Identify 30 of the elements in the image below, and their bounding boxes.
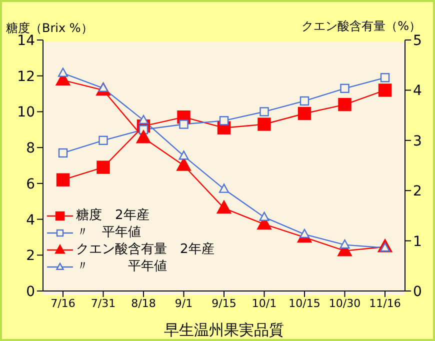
y2-tick-label: 0 [413, 284, 422, 300]
x-tick-label: 11/16 [369, 296, 401, 310]
y-tick-label: 2 [26, 248, 35, 264]
y-tick-label: 12 [17, 68, 35, 85]
y2-tick-label: 2 [413, 184, 422, 200]
y-tick-label: 10 [17, 104, 35, 121]
y-tick-label: 6 [26, 176, 36, 192]
y2-tick-label: 1 [413, 234, 422, 250]
x-axis-title: 早生温州果実品質 [164, 321, 284, 339]
y-tick-label: 4 [26, 212, 36, 228]
x-tick-label: 10/1 [252, 296, 277, 310]
legend-label: 〃 平年値 [76, 258, 167, 275]
legend-label: 糖度 2年産 [76, 207, 150, 224]
y2-axis-title: クエン酸含有量（%） [302, 18, 421, 34]
legend-label: クエン酸含有量 2年産 [76, 241, 214, 258]
x-tick-label: 7/16 [50, 296, 76, 310]
x-tick-label: 8/18 [131, 296, 156, 310]
x-tick-label: 10/15 [288, 296, 320, 310]
y-tick-label: 0 [26, 284, 35, 300]
x-tick-label: 9/15 [212, 296, 236, 310]
x-tick-label: 10/30 [328, 296, 361, 310]
y-axis-title: 糖度（Brix %） [6, 20, 93, 35]
y2-tick-label: 5 [413, 32, 422, 49]
y2-tick-label: 4 [413, 83, 422, 100]
x-tick-label: 7/31 [90, 296, 116, 310]
y-tick-label: 14 [17, 32, 36, 49]
y2-tick-label: 3 [413, 133, 422, 150]
y-tick-label: 8 [26, 140, 35, 157]
legend-label: 〃 平年値 [76, 224, 141, 241]
x-tick-label: 9/1 [174, 296, 193, 310]
